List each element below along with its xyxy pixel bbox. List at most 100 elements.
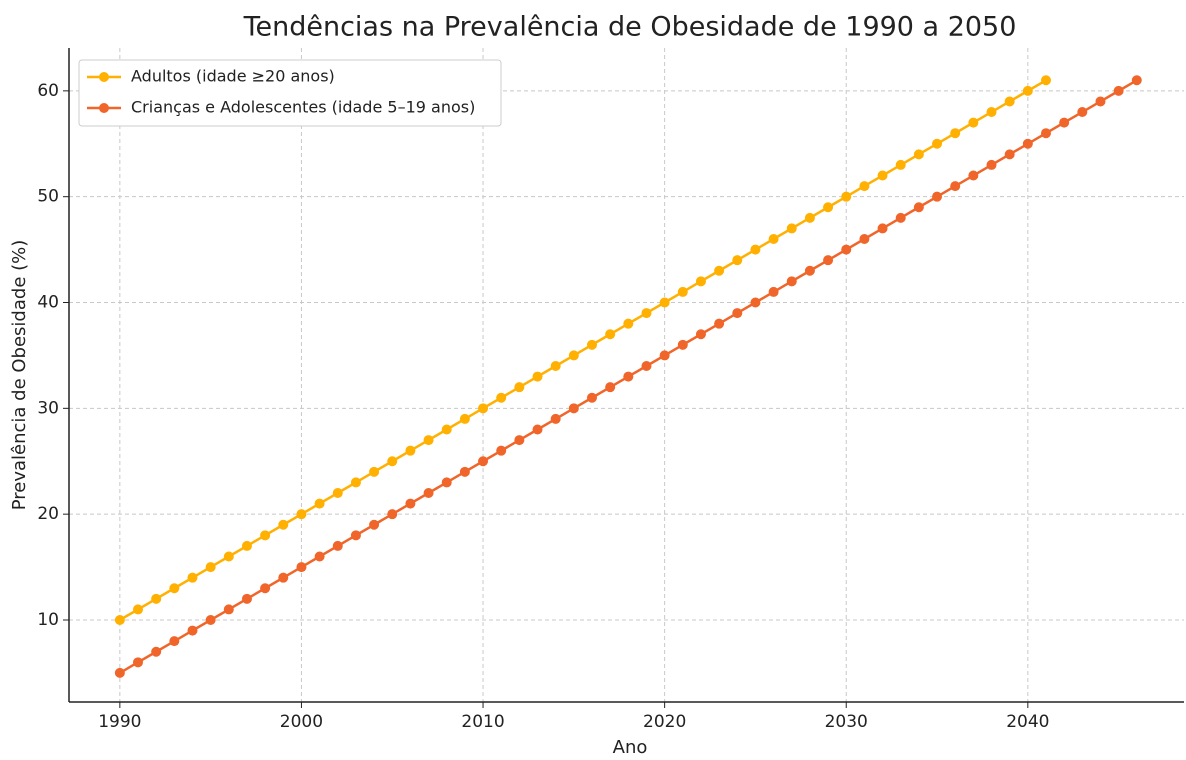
point: [1004, 149, 1015, 160]
series-line: [119, 79, 1047, 622]
point: [187, 625, 198, 636]
point: [314, 498, 325, 509]
point: [514, 435, 525, 446]
point: [877, 223, 888, 234]
point: [1040, 128, 1051, 139]
point: [714, 318, 725, 329]
point: [695, 329, 706, 340]
point: [986, 107, 997, 118]
legend-marker: [99, 72, 109, 82]
y-tick-label: 30: [37, 398, 59, 418]
point: [550, 413, 561, 424]
legend-label: Crianças e Adolescentes (idade 5–19 anos…: [131, 98, 475, 117]
point: [768, 234, 779, 245]
point: [586, 339, 597, 350]
point: [532, 371, 543, 382]
point: [986, 159, 997, 170]
y-tick-label: 40: [37, 293, 59, 313]
point: [913, 202, 924, 213]
point: [1095, 96, 1106, 107]
point: [677, 339, 688, 350]
point: [169, 636, 180, 647]
point: [151, 646, 162, 657]
point: [114, 667, 125, 678]
point: [550, 361, 561, 372]
point: [732, 308, 743, 319]
chart-title: Tendências na Prevalência de Obesidade d…: [243, 12, 1017, 43]
point: [1059, 117, 1070, 128]
point: [913, 149, 924, 160]
point: [369, 466, 380, 477]
point: [641, 361, 652, 372]
point: [841, 244, 852, 255]
point: [968, 170, 979, 181]
point: [205, 614, 216, 625]
point: [332, 487, 343, 498]
point: [568, 350, 579, 361]
point: [1004, 96, 1015, 107]
y-tick-label: 60: [37, 81, 59, 101]
point: [133, 657, 144, 668]
point: [623, 371, 634, 382]
point: [895, 212, 906, 223]
point: [623, 318, 634, 329]
point: [441, 424, 452, 435]
point: [877, 170, 888, 181]
legend-marker: [99, 103, 109, 113]
point: [151, 593, 162, 604]
point: [496, 445, 507, 456]
point: [332, 540, 343, 551]
y-tick-label: 50: [37, 187, 59, 207]
point: [695, 276, 706, 287]
point: [659, 350, 670, 361]
point: [1077, 107, 1088, 118]
point: [241, 540, 252, 551]
point: [750, 244, 761, 255]
point: [732, 255, 743, 266]
x-tick-label: 2010: [461, 712, 504, 732]
point: [804, 212, 815, 223]
point: [405, 445, 416, 456]
point: [950, 181, 961, 192]
point: [786, 276, 797, 287]
point: [568, 403, 579, 414]
point: [586, 392, 597, 403]
point: [823, 255, 834, 266]
point: [114, 614, 125, 625]
point: [1113, 85, 1124, 96]
point: [768, 286, 779, 297]
point: [478, 403, 489, 414]
point: [932, 138, 943, 149]
point: [478, 456, 489, 467]
point: [750, 297, 761, 308]
point: [859, 234, 870, 245]
point: [641, 308, 652, 319]
legend-box: [78, 59, 502, 127]
point: [605, 382, 616, 393]
x-tick-label: 2030: [825, 712, 868, 732]
point: [387, 456, 398, 467]
point: [260, 530, 271, 541]
point: [169, 583, 180, 594]
point: [187, 572, 198, 583]
point: [459, 466, 470, 477]
point: [205, 562, 216, 573]
point: [514, 382, 525, 393]
y-tick-label: 20: [37, 504, 59, 524]
point: [859, 181, 870, 192]
point: [1131, 75, 1142, 86]
point: [278, 519, 289, 530]
point: [968, 117, 979, 128]
point: [459, 413, 470, 424]
point: [932, 191, 943, 202]
point: [659, 297, 670, 308]
point: [1040, 75, 1051, 86]
point: [677, 286, 688, 297]
point: [1022, 138, 1033, 149]
y-axis-label: Prevalência de Obesidade (%): [9, 240, 30, 511]
point: [496, 392, 507, 403]
point: [133, 604, 144, 615]
point: [423, 435, 434, 446]
x-tick-label: 2020: [643, 712, 686, 732]
